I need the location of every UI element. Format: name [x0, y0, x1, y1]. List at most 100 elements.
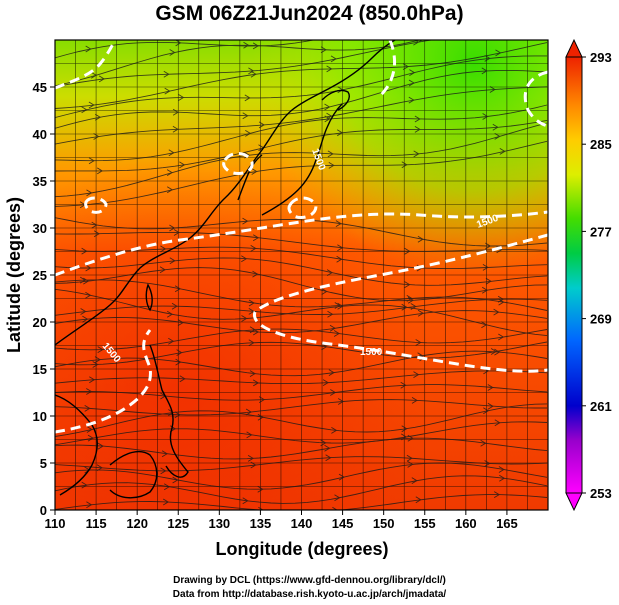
- wind-arrowhead: [86, 501, 93, 509]
- wind-arrowhead: [409, 69, 416, 76]
- colorbar-tick-label: 285: [590, 137, 612, 152]
- wind-arrowhead: [88, 157, 95, 165]
- colorbar-tick-label: 261: [590, 399, 612, 414]
- x-tick-label: 120: [126, 516, 148, 531]
- streamline: [55, 456, 548, 472]
- wind-arrowhead: [248, 67, 255, 75]
- wind-arrowhead: [244, 94, 251, 102]
- wind-arrowhead: [174, 285, 181, 293]
- wind-arrowhead: [83, 277, 90, 285]
- wind-arrowhead: [337, 302, 344, 310]
- wind-arrowhead: [337, 398, 345, 405]
- wind-arrowhead: [411, 397, 418, 404]
- wind-arrowhead: [480, 439, 487, 447]
- wind-arrowhead: [499, 148, 506, 155]
- x-tick-label: 135: [250, 516, 272, 531]
- wind-arrowhead: [406, 295, 413, 302]
- x-tick-label: 115: [86, 516, 107, 531]
- wind-arrowhead: [249, 30, 254, 36]
- wind-arrowhead: [91, 221, 98, 229]
- streamline: [55, 42, 548, 109]
- contour-label-1: 1500: [360, 347, 383, 358]
- wind-arrowhead: [241, 255, 248, 263]
- wind-arrowhead: [498, 466, 505, 473]
- wind-arrowhead: [492, 123, 499, 131]
- wind-arrowhead: [258, 396, 266, 403]
- x-tick-label: 165: [496, 516, 518, 531]
- y-axis-ticks: 0 5 10 15 20 25 30 35 40 45: [33, 80, 55, 518]
- contour-low-2: [287, 196, 318, 220]
- streamline: [55, 494, 548, 510]
- wind-arrowhead: [161, 450, 168, 458]
- wind-arrowhead: [499, 12, 504, 18]
- wind-arrowhead: [92, 361, 99, 368]
- streamline: [55, 0, 547, 39]
- credit-dcl: Drawing by DCL (https://www.gfd-dennou.o…: [173, 575, 446, 586]
- streamline: [55, 217, 548, 247]
- wind-arrowhead: [335, 220, 342, 227]
- wind-arrowhead: [484, 55, 491, 62]
- y-tick-label: 35: [33, 174, 47, 189]
- wind-arrowhead: [497, 295, 504, 303]
- y-tick-label: 15: [33, 362, 47, 377]
- wind-arrowhead: [166, 186, 174, 194]
- colorbar-tick-label: 277: [590, 224, 612, 239]
- wind-arrowhead: [417, 235, 424, 243]
- streamline: [55, 350, 548, 377]
- wind-arrowhead: [81, 481, 88, 489]
- wind-arrowhead: [79, 276, 87, 284]
- hokkaido-coastline: [321, 89, 350, 111]
- wind-arrowhead: [408, 96, 415, 104]
- streamline: [55, 40, 316, 59]
- y-tick-label: 5: [40, 456, 47, 471]
- wind-arrowhead: [80, 308, 87, 315]
- lat-lon-grid: [55, 40, 548, 510]
- streamline: [55, 86, 548, 145]
- wind-arrowhead: [484, 460, 491, 467]
- x-tick-label: 130: [208, 516, 230, 531]
- contour-nw: [55, 40, 117, 90]
- wind-arrowhead: [321, 343, 328, 351]
- wind-arrowhead: [242, 497, 249, 505]
- x-tick-label: 155: [414, 516, 436, 531]
- wind-arrowhead: [82, 315, 89, 323]
- wind-arrowhead: [482, 264, 489, 271]
- wind-arrowhead: [86, 189, 93, 197]
- wind-arrowhead: [81, 106, 88, 114]
- streamline: [55, 140, 548, 207]
- y-axis-label: Latitude (degrees): [4, 197, 24, 353]
- wind-arrowhead: [321, 288, 328, 295]
- wind-arrowhead: [328, 162, 335, 169]
- contour-low-1: [222, 152, 254, 176]
- wind-arrowhead: [336, 255, 343, 263]
- height-contours: [55, 40, 548, 434]
- streamline: [55, 437, 548, 460]
- wind-arrowhead: [81, 247, 88, 255]
- wind-arrowhead: [174, 411, 181, 419]
- wind-arrowhead: [242, 112, 249, 120]
- asia-coastline: [55, 40, 396, 346]
- wind-arrowhead: [163, 70, 170, 78]
- wind-arrowhead: [257, 485, 264, 493]
- wind-arrowhead: [338, 473, 345, 481]
- wind-arrowhead: [407, 434, 414, 442]
- streamline: [55, 462, 548, 490]
- wind-arrowhead: [172, 125, 179, 133]
- contour-southwest: [55, 329, 152, 434]
- colorbar-body: [565, 56, 583, 494]
- wind-arrowhead: [86, 388, 93, 395]
- wind-arrowhead: [164, 87, 171, 95]
- wind-arrowhead: [489, 86, 496, 93]
- wind-arrowhead: [411, 477, 418, 484]
- wind-arrowhead: [499, 474, 506, 482]
- y-tick-label: 30: [33, 221, 47, 236]
- wind-arrowhead: [333, 330, 340, 337]
- wind-arrowhead: [89, 376, 96, 384]
- wind-arrowhead: [330, 10, 335, 16]
- wind-arrowhead: [179, 161, 186, 169]
- indochina-coastline: [55, 394, 98, 496]
- wind-arrowhead: [324, 115, 331, 123]
- streamline: [55, 122, 548, 198]
- wind-arrowhead: [324, 103, 331, 111]
